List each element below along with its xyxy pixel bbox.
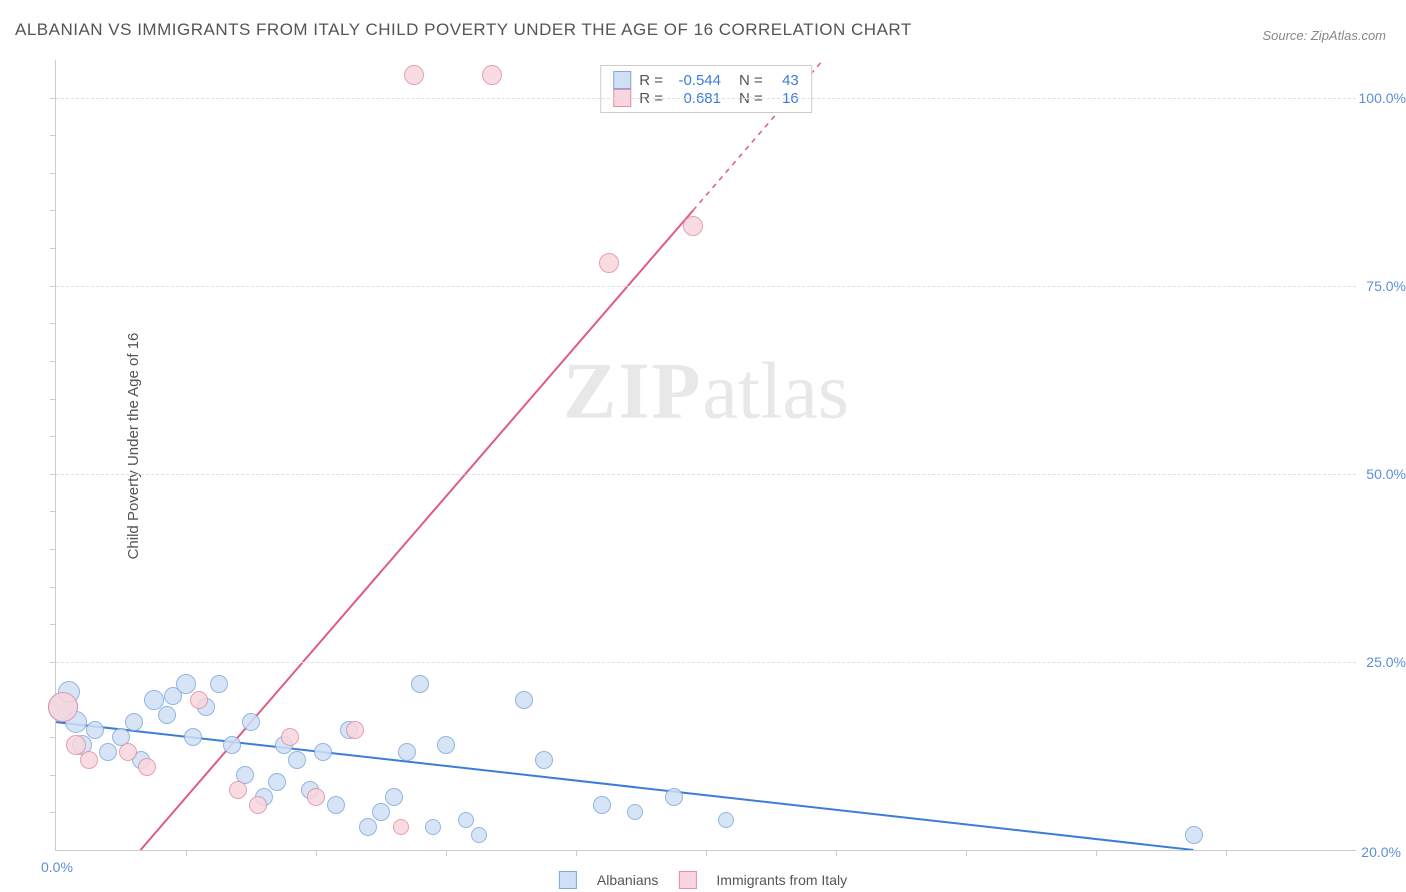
y-minor-tick xyxy=(50,248,56,249)
data-point xyxy=(411,675,429,693)
y-minor-tick xyxy=(50,511,56,512)
data-point xyxy=(599,253,619,273)
data-point xyxy=(242,713,260,731)
data-point xyxy=(718,812,734,828)
source-credit: Source: ZipAtlas.com xyxy=(1262,28,1386,43)
data-point xyxy=(359,818,377,836)
data-point xyxy=(665,788,683,806)
data-point xyxy=(404,65,424,85)
y-minor-tick xyxy=(50,98,56,99)
y-minor-tick xyxy=(50,436,56,437)
data-point xyxy=(288,751,306,769)
gridline xyxy=(56,286,1356,287)
y-tick-label: 25.0% xyxy=(1366,654,1406,670)
y-minor-tick xyxy=(50,587,56,588)
data-point xyxy=(307,788,325,806)
data-point xyxy=(281,728,299,746)
y-minor-tick xyxy=(50,662,56,663)
y-minor-tick xyxy=(50,173,56,174)
chart-title: ALBANIAN VS IMMIGRANTS FROM ITALY CHILD … xyxy=(15,20,912,40)
data-point xyxy=(158,706,176,724)
y-tick-label: 50.0% xyxy=(1366,466,1406,482)
data-point xyxy=(346,721,364,739)
x-minor-tick xyxy=(446,850,447,856)
watermark: ZIPatlas xyxy=(563,346,849,437)
data-point xyxy=(223,736,241,754)
data-point xyxy=(372,803,390,821)
legend-label: Immigrants from Italy xyxy=(716,872,847,888)
data-point xyxy=(99,743,117,761)
y-minor-tick xyxy=(50,737,56,738)
y-minor-tick xyxy=(50,624,56,625)
data-point xyxy=(48,692,78,722)
data-point xyxy=(314,743,332,761)
data-point xyxy=(80,751,98,769)
data-point xyxy=(86,721,104,739)
y-minor-tick xyxy=(50,549,56,550)
x-tick-max: 20.0% xyxy=(1361,844,1401,860)
x-tick-min: 0.0% xyxy=(41,859,73,875)
data-point xyxy=(482,65,502,85)
data-point xyxy=(393,819,409,835)
data-point xyxy=(398,743,416,761)
x-minor-tick xyxy=(966,850,967,856)
legend-swatch xyxy=(613,71,631,89)
data-point xyxy=(471,827,487,843)
y-tick-label: 100.0% xyxy=(1359,90,1406,106)
y-minor-tick xyxy=(50,361,56,362)
trend-lines xyxy=(56,60,1356,850)
y-minor-tick xyxy=(50,812,56,813)
data-point xyxy=(437,736,455,754)
gridline xyxy=(56,474,1356,475)
x-minor-tick xyxy=(1096,850,1097,856)
y-minor-tick xyxy=(50,399,56,400)
x-minor-tick xyxy=(706,850,707,856)
y-minor-tick xyxy=(50,323,56,324)
gridline xyxy=(56,98,1356,99)
y-minor-tick xyxy=(50,135,56,136)
data-point xyxy=(249,796,267,814)
y-minor-tick xyxy=(50,210,56,211)
legend-label: Albanians xyxy=(597,872,659,888)
data-point xyxy=(593,796,611,814)
data-point xyxy=(627,804,643,820)
data-point xyxy=(425,819,441,835)
y-minor-tick xyxy=(50,775,56,776)
stat-row: R =-0.544N =43 xyxy=(613,71,799,89)
legend-swatch xyxy=(559,871,577,889)
data-point xyxy=(125,713,143,731)
y-minor-tick xyxy=(50,474,56,475)
data-point xyxy=(535,751,553,769)
x-minor-tick xyxy=(186,850,187,856)
x-minor-tick xyxy=(576,850,577,856)
data-point xyxy=(458,812,474,828)
y-minor-tick xyxy=(50,286,56,287)
data-point xyxy=(327,796,345,814)
x-minor-tick xyxy=(836,850,837,856)
data-point xyxy=(515,691,533,709)
data-point xyxy=(229,781,247,799)
scatter-plot-area: ZIPatlas R =-0.544N =43R =0.681N =16 0.0… xyxy=(55,60,1356,851)
gridline xyxy=(56,662,1356,663)
data-point xyxy=(210,675,228,693)
legend-swatch xyxy=(678,871,696,889)
data-point xyxy=(138,758,156,776)
y-tick-label: 75.0% xyxy=(1366,278,1406,294)
data-point xyxy=(268,773,286,791)
correlation-stat-box: R =-0.544N =43R =0.681N =16 xyxy=(600,65,812,113)
data-point xyxy=(1185,826,1203,844)
x-minor-tick xyxy=(1226,850,1227,856)
data-point xyxy=(683,216,703,236)
data-point xyxy=(119,743,137,761)
data-point xyxy=(190,691,208,709)
data-point xyxy=(385,788,403,806)
data-point xyxy=(184,728,202,746)
legend-bottom: Albanians Immigrants from Italy xyxy=(559,871,847,889)
x-minor-tick xyxy=(316,850,317,856)
